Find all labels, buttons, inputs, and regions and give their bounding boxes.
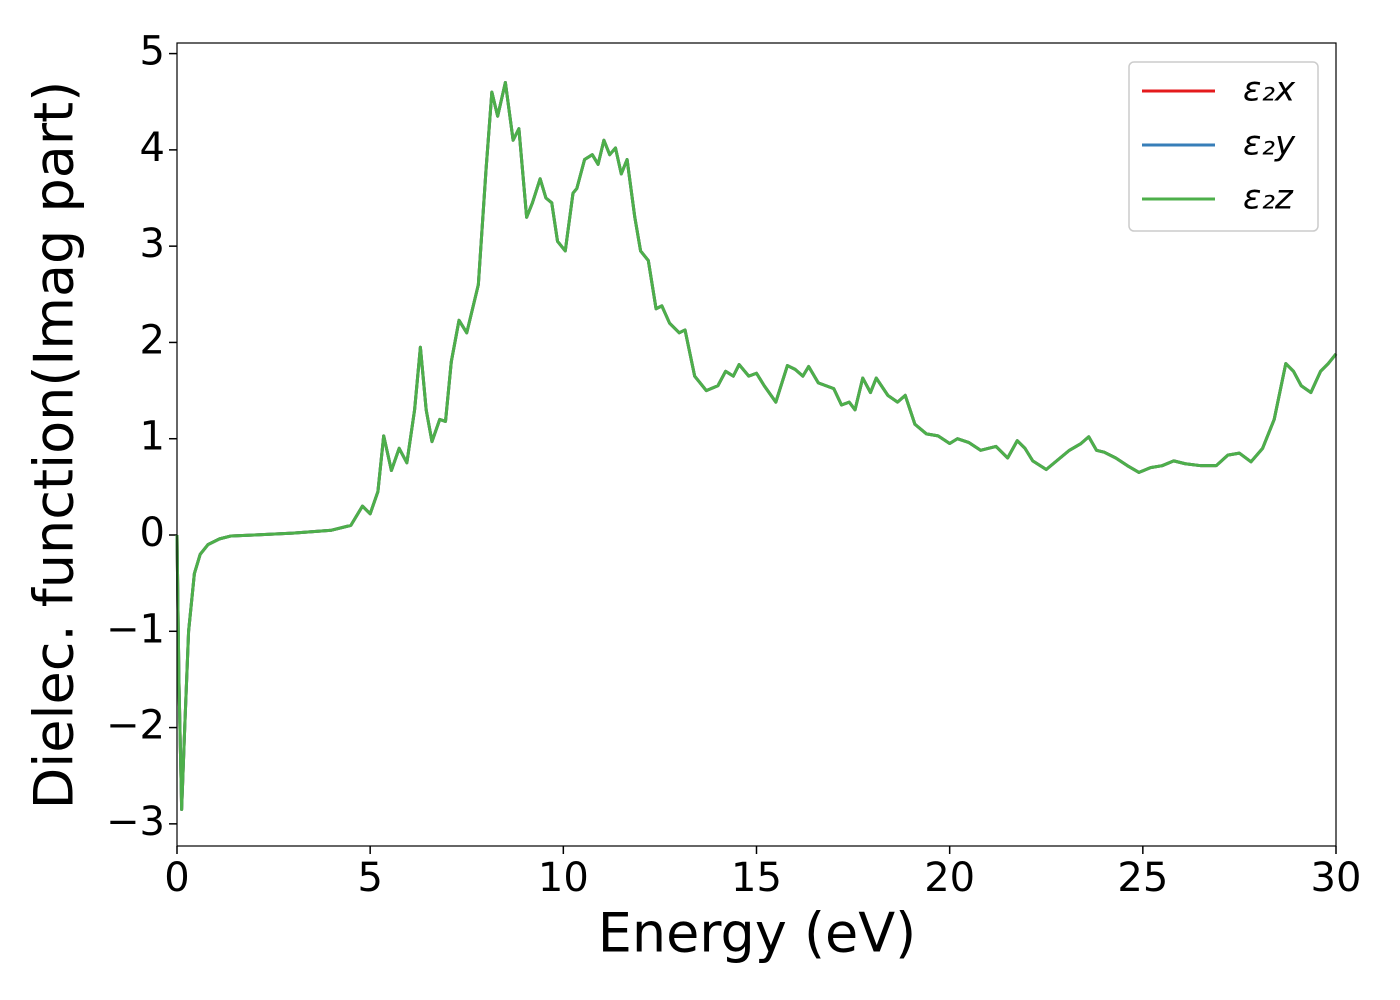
x-tick-label: 20 (924, 855, 975, 901)
y-tick-label: 2 (140, 317, 165, 363)
y-tick-label: −1 (106, 606, 165, 652)
y-tick-label: 0 (140, 510, 165, 556)
y-tick-label: 5 (140, 29, 165, 75)
legend-label: ε₂z (1243, 178, 1294, 218)
x-tick-label: 30 (1311, 855, 1362, 901)
legend-box (1128, 61, 1319, 232)
y-axis-label: Dielec. function(Imag part) (23, 81, 86, 810)
y-tick-label: 4 (140, 125, 165, 171)
y-tick-label: 3 (140, 221, 165, 267)
legend-label: ε₂y (1243, 124, 1296, 164)
y-tick-label: −3 (106, 799, 165, 845)
x-tick-label: 0 (164, 855, 189, 901)
x-tick-label: 15 (731, 855, 782, 901)
plot-frame (176, 42, 1337, 847)
legend-label: ε₂x (1243, 70, 1296, 110)
x-tick-label: 5 (357, 855, 382, 901)
y-tick-label: 1 (140, 414, 165, 460)
line (175, 80, 1338, 811)
x-axis-label: Energy (eV) (598, 902, 917, 965)
x-tick-label: 25 (1117, 855, 1168, 901)
y-tick-label: −2 (106, 703, 165, 749)
x-tick-label: 10 (538, 855, 589, 901)
